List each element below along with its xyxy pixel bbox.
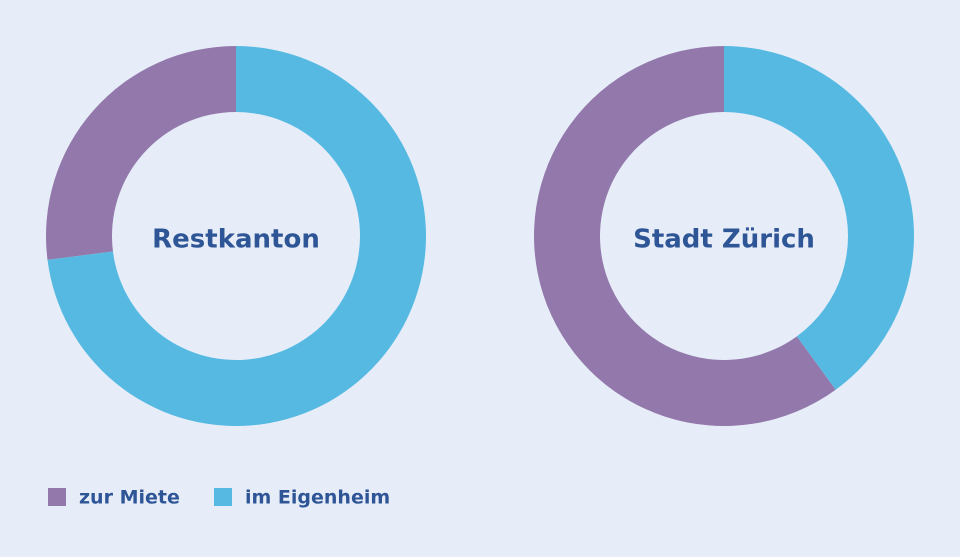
legend-label: im Eigenheim	[245, 487, 390, 509]
legend-label: zur Miete	[79, 487, 180, 509]
chart-title: Stadt Zürich	[633, 225, 815, 255]
donut-segment	[724, 46, 915, 390]
legend-swatch	[48, 488, 66, 506]
chart-title: Restkanton	[152, 225, 320, 255]
donut-segment	[534, 46, 836, 426]
donut-segment	[47, 46, 427, 426]
donut-segment	[45, 46, 236, 260]
legend-swatch	[214, 488, 232, 506]
